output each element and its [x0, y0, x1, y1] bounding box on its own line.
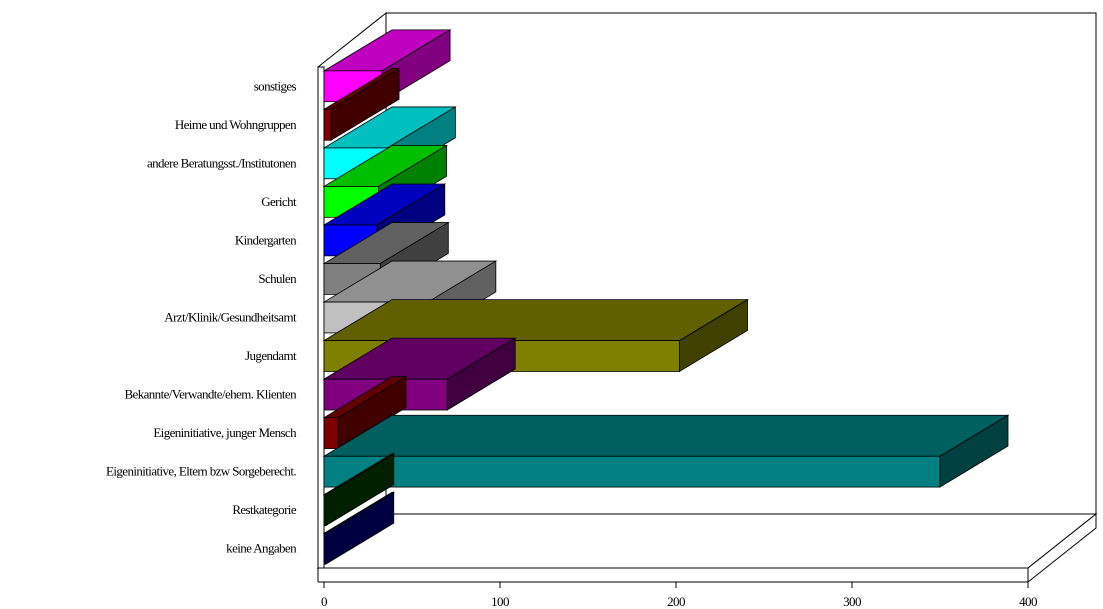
bar-front	[323, 532, 327, 565]
x-tick-label: 400	[1019, 594, 1037, 609]
x-tick-label: 0	[321, 594, 327, 609]
bar	[322, 414, 1010, 488]
category-label: Kindergarten	[235, 232, 297, 247]
category-label: keine Angaben	[226, 541, 297, 556]
category-label: Schulen	[258, 271, 297, 286]
category-label: Arzt/Klinik/Gesundheitsamt	[164, 310, 297, 325]
bar-front	[323, 417, 339, 449]
bars-group	[322, 29, 1010, 565]
category-label: andere Beratungsst./Institutonen	[147, 155, 297, 170]
bar-front	[323, 108, 332, 141]
bar-front	[323, 494, 327, 527]
x-tick-label: 200	[667, 594, 685, 609]
category-labels: sonstiges Heime und Wohngruppen andere Ber…	[106, 78, 298, 556]
category-label: sonstiges	[254, 78, 297, 93]
x-tick-label: 100	[491, 594, 509, 609]
category-label: Bekannte/Verwandte/ehem. Klienten	[124, 387, 297, 402]
bar	[322, 375, 408, 450]
category-label: Eigeninitiative, Eltern bzw Sorgeberecht…	[106, 464, 296, 479]
category-label: Jugendamt	[245, 348, 297, 363]
x-axis-ticks: 0 100 200 300 400	[321, 582, 1038, 609]
x-tick-label: 300	[843, 594, 861, 609]
bar-top	[322, 299, 749, 342]
category-label: Heime und Wohngruppen	[175, 117, 297, 132]
bar-top	[322, 414, 1010, 457]
bar	[322, 491, 396, 565]
category-label: Restkategorie	[232, 502, 297, 517]
bar	[322, 453, 396, 527]
bar	[322, 67, 401, 141]
category-label: Gericht	[261, 194, 297, 209]
floor-right-edge	[1027, 512, 1097, 584]
left-axis-wall	[317, 66, 325, 569]
bar-front	[323, 455, 941, 488]
category-label: Eigeninitiative, junger Mensch	[153, 425, 297, 440]
floor	[316, 513, 1098, 569]
